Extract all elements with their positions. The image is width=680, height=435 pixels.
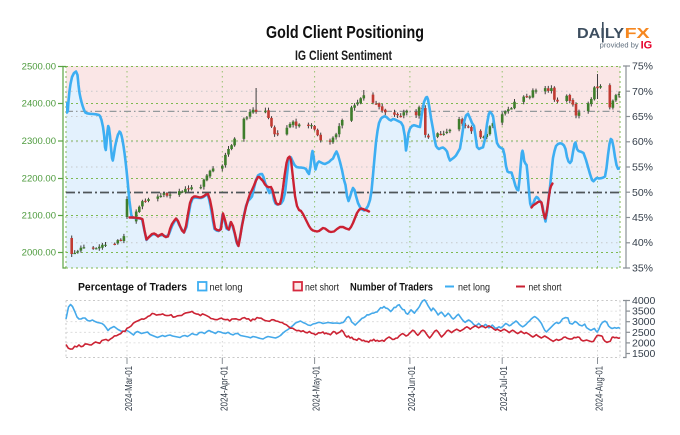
svg-text:40%: 40% <box>632 237 653 249</box>
svg-text:IG Client Sentiment: IG Client Sentiment <box>295 48 392 63</box>
svg-text:2024-Apr-01: 2024-Apr-01 <box>219 366 230 411</box>
svg-text:2024-Jun-01: 2024-Jun-01 <box>407 366 418 411</box>
svg-text:2100.00: 2100.00 <box>22 211 56 222</box>
svg-text:2024-Aug-01: 2024-Aug-01 <box>595 366 606 411</box>
svg-text:35%: 35% <box>632 263 653 275</box>
svg-text:2500: 2500 <box>632 327 656 339</box>
svg-text:2500.00: 2500.00 <box>22 62 56 73</box>
svg-text:2400.00: 2400.00 <box>22 99 56 110</box>
svg-text:45%: 45% <box>632 212 653 224</box>
svg-text:65%: 65% <box>632 111 653 123</box>
svg-text:2200.00: 2200.00 <box>22 174 56 185</box>
svg-text:2000.00: 2000.00 <box>22 248 56 259</box>
svg-text:2300.00: 2300.00 <box>22 136 56 147</box>
svg-text:70%: 70% <box>632 86 653 98</box>
svg-text:2000: 2000 <box>632 337 656 349</box>
svg-text:2024-May-01: 2024-May-01 <box>312 366 323 411</box>
svg-text:net short: net short <box>305 282 339 294</box>
svg-text:55%: 55% <box>632 162 653 174</box>
svg-text:3500: 3500 <box>632 306 656 318</box>
svg-text:IG: IG <box>641 40 653 52</box>
svg-text:Percentage of Traders: Percentage of Traders <box>78 282 187 294</box>
svg-text:FX: FX <box>625 25 650 42</box>
svg-text:3000: 3000 <box>632 316 656 328</box>
svg-text:net long: net long <box>210 282 243 294</box>
svg-text:Number of Traders: Number of Traders <box>350 282 433 294</box>
svg-text:60%: 60% <box>632 136 653 148</box>
svg-text:net short: net short <box>529 282 562 294</box>
svg-text:2024-Mar-01: 2024-Mar-01 <box>124 366 135 411</box>
svg-text:1500: 1500 <box>632 348 656 360</box>
svg-text:75%: 75% <box>632 61 653 73</box>
svg-text:net long: net long <box>458 282 490 294</box>
svg-text:2024-Jul-01: 2024-Jul-01 <box>499 366 510 411</box>
svg-text:Gold Client Positioning: Gold Client Positioning <box>266 22 424 42</box>
svg-text:provided by: provided by <box>600 41 639 50</box>
svg-text:50%: 50% <box>632 187 653 199</box>
svg-text:DAILY: DAILY <box>577 25 624 42</box>
svg-text:4000: 4000 <box>632 295 656 307</box>
